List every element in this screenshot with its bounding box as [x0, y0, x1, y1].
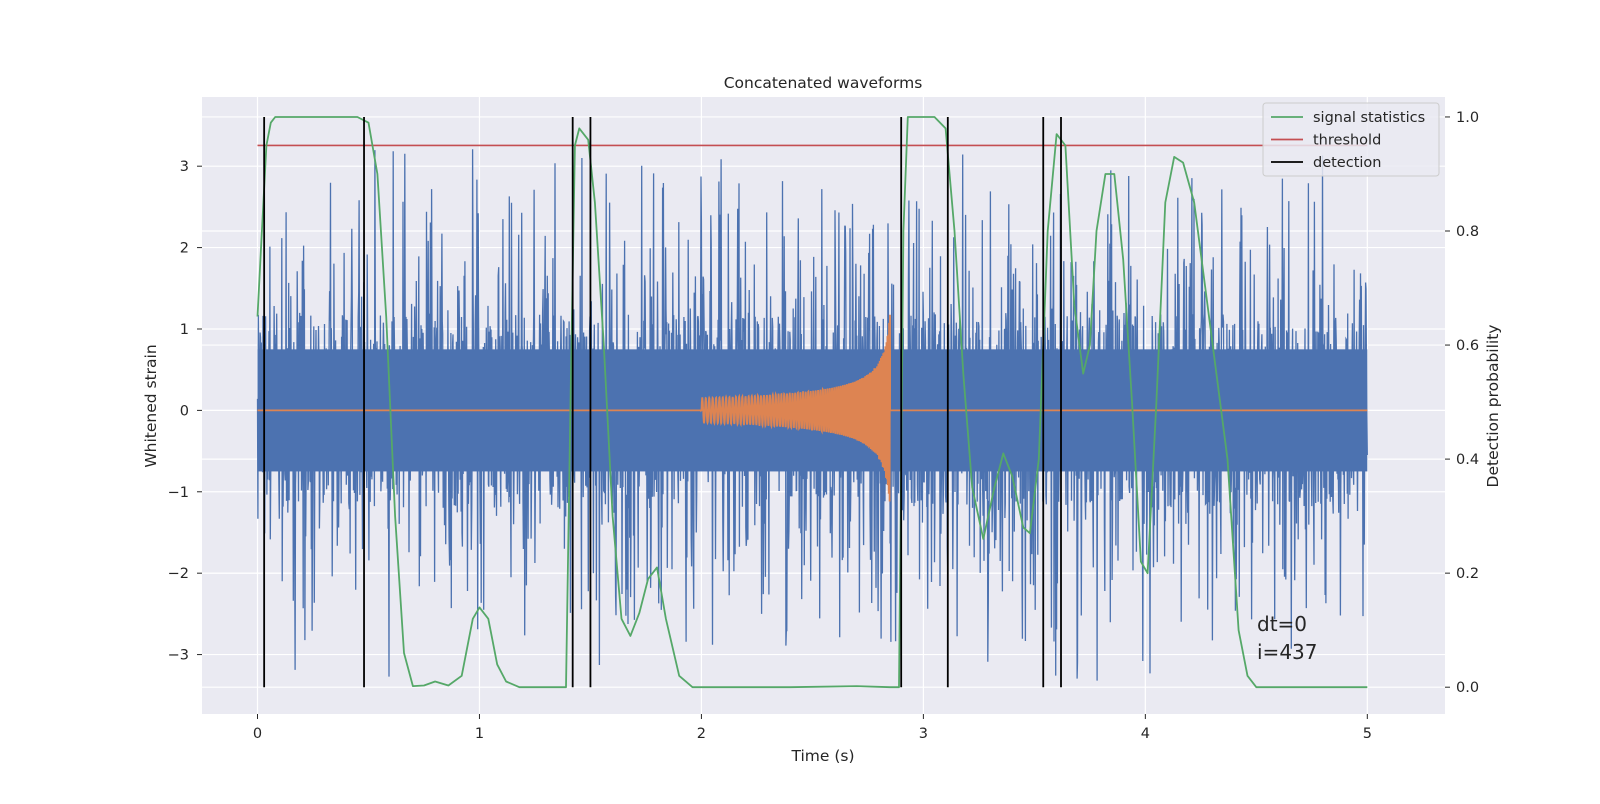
y2-tick-label-1: 0.8	[1456, 224, 1479, 240]
y-tick-label-2: 1	[180, 322, 189, 338]
x-tick-label-5: 5	[1363, 726, 1372, 742]
y-tick-label-6: −3	[168, 648, 189, 664]
y-tick-label-4: −1	[168, 485, 189, 501]
y-tick-label-1: 2	[180, 241, 189, 257]
y2-tick-label-4: 0.2	[1456, 566, 1479, 582]
legend-label-0: signal statistics	[1313, 110, 1425, 126]
x-axis-label: Time (s)	[790, 747, 854, 765]
y-axis-label: Whitened strain	[142, 344, 160, 467]
annotation-i: i=437	[1257, 640, 1318, 664]
legend: signal statistics threshold detection	[1262, 102, 1440, 177]
x-tick-label-0: 0	[253, 726, 262, 742]
x-tick-label-1: 1	[475, 726, 484, 742]
signal-statistics-line	[256, 116, 1368, 689]
legend-label-2: detection	[1313, 155, 1381, 171]
x-tick-label-2: 2	[697, 726, 706, 742]
x-tick-label-4: 4	[1141, 726, 1150, 742]
injected-waveform-series	[257, 314, 1368, 502]
y2-tick-label-0: 1.0	[1456, 110, 1479, 126]
y2-tick-label-2: 0.6	[1456, 338, 1479, 354]
y2-tick-label-3: 0.4	[1456, 452, 1479, 468]
annotation-dt: dt=0	[1257, 612, 1307, 636]
chart-title: Concatenated waveforms	[724, 74, 923, 92]
y-tick-label-3: 0	[180, 403, 189, 419]
x-tick-label-3: 3	[919, 726, 928, 742]
y-tick-label-0: 3	[180, 159, 189, 175]
y-tick-label-5: −2	[168, 566, 189, 582]
legend-box	[1262, 102, 1440, 177]
legend-label-1: threshold	[1313, 133, 1381, 149]
y2-axis-label: Detection probability	[1484, 325, 1502, 488]
y2-tick-label-5: 0.0	[1456, 680, 1479, 696]
